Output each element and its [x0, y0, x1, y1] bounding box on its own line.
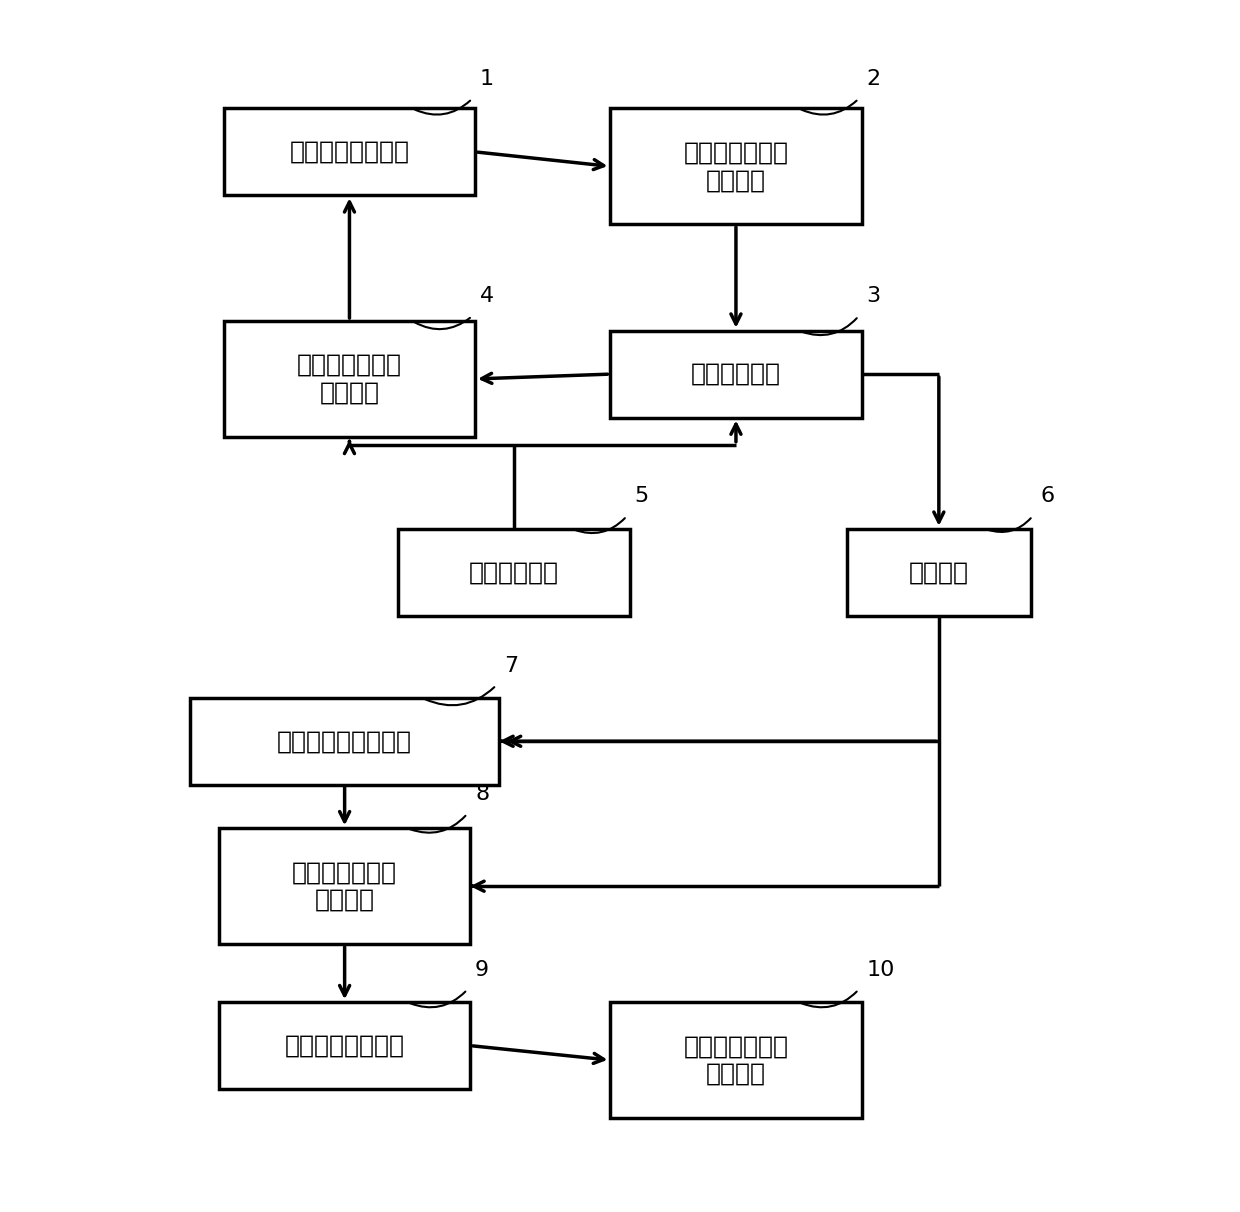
- Text: 3: 3: [867, 286, 880, 307]
- Bar: [219, 828, 470, 944]
- Text: 第一模拟非线性
变换模块: 第一模拟非线性 变换模块: [683, 141, 789, 193]
- Text: 模数转换模块: 模数转换模块: [691, 362, 781, 387]
- Text: 1: 1: [480, 69, 494, 88]
- Bar: [610, 331, 862, 418]
- Text: 第一数字非线性
变换模块: 第一数字非线性 变换模块: [296, 353, 402, 405]
- Text: 同步信道: 同步信道: [909, 560, 968, 584]
- Bar: [398, 528, 630, 616]
- Text: 4: 4: [480, 286, 494, 307]
- Text: 第二数字非线性
变换模块: 第二数字非线性 变换模块: [293, 861, 397, 913]
- Bar: [219, 1002, 470, 1090]
- Text: 第二模拟非线性
变换模块: 第二模拟非线性 变换模块: [683, 1034, 789, 1086]
- Text: 8: 8: [475, 784, 490, 804]
- Text: 10: 10: [867, 960, 895, 981]
- Text: 第二数模转换模块: 第二数模转换模块: [285, 1034, 404, 1058]
- Text: 6: 6: [1040, 486, 1054, 507]
- Bar: [224, 321, 475, 436]
- Bar: [847, 528, 1030, 616]
- Bar: [190, 698, 500, 784]
- Text: 第一数模转换模块: 第一数模转换模块: [289, 139, 409, 164]
- Bar: [610, 1002, 862, 1119]
- Text: 时钟控制模块: 时钟控制模块: [469, 560, 559, 584]
- Text: 5: 5: [635, 486, 649, 507]
- Text: 2: 2: [867, 69, 880, 88]
- Bar: [224, 108, 475, 195]
- Bar: [610, 108, 862, 224]
- Text: 9: 9: [475, 960, 490, 981]
- Text: 时钟恢复与控制模块: 时钟恢复与控制模块: [277, 730, 412, 754]
- Text: 7: 7: [503, 656, 518, 675]
